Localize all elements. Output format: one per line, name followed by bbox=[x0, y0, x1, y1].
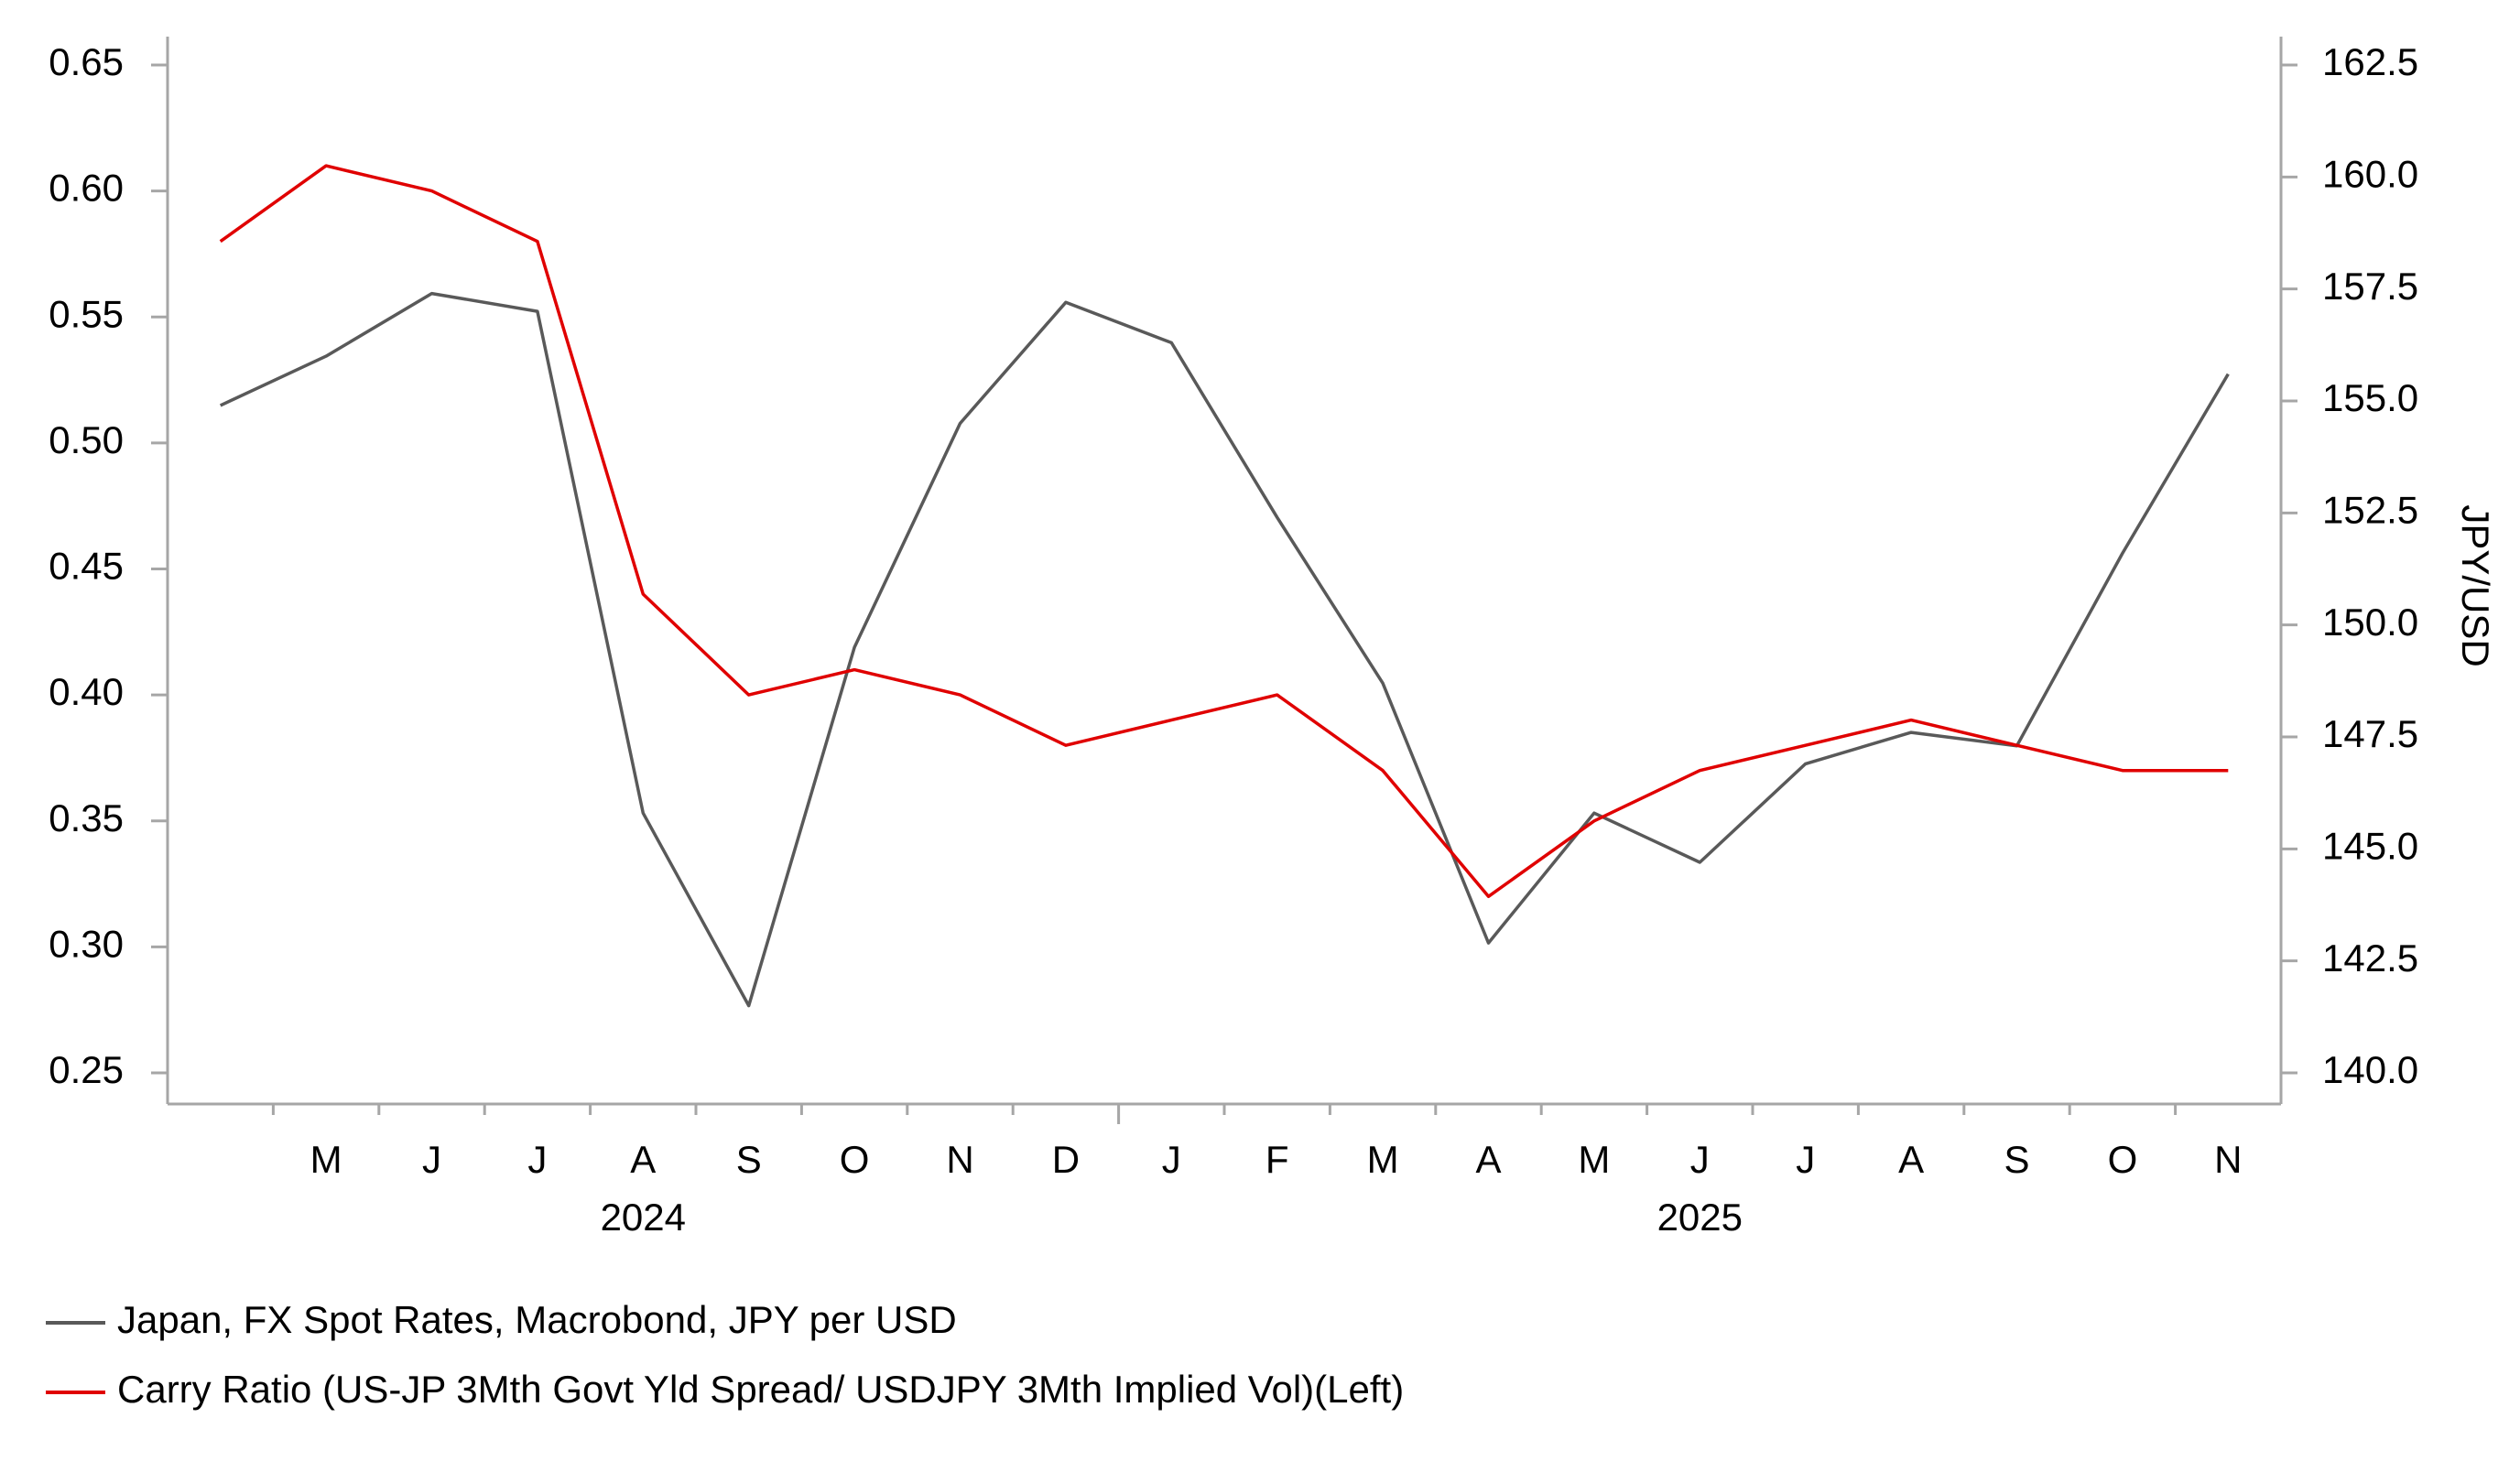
x-tick-label: J bbox=[527, 1138, 547, 1181]
y-tick-label: 0.40 bbox=[49, 670, 124, 713]
x-tick-label: A bbox=[1475, 1138, 1501, 1181]
y2-axis-title: JPY/USD bbox=[2454, 504, 2497, 666]
year-label: 2025 bbox=[1657, 1196, 1743, 1239]
y-tick-label: 0.35 bbox=[49, 796, 124, 839]
y2-tick-label: 145.0 bbox=[2322, 824, 2418, 867]
y2-tick-label: 157.5 bbox=[2322, 265, 2418, 308]
y2-tick-label: 142.5 bbox=[2322, 936, 2418, 980]
y-tick-label: 0.50 bbox=[49, 418, 124, 461]
x-tick-label: A bbox=[1898, 1138, 1924, 1181]
x-tick-label: J bbox=[1162, 1138, 1181, 1181]
y-tick-label: 0.55 bbox=[49, 292, 124, 335]
y2-tick-label: 152.5 bbox=[2322, 488, 2418, 531]
series-line bbox=[219, 164, 2229, 899]
x-tick-label: J bbox=[422, 1138, 441, 1181]
x-tick-label: S bbox=[736, 1138, 762, 1181]
y-tick-label: 0.65 bbox=[49, 40, 124, 83]
y2-tick-label: 155.0 bbox=[2322, 376, 2418, 419]
y-tick-label: 0.60 bbox=[49, 167, 124, 210]
legend-label: Japan, FX Spot Rates, Macrobond, JPY per… bbox=[117, 1298, 957, 1341]
series-line bbox=[219, 291, 2230, 1008]
x-tick-label: J bbox=[1796, 1138, 1815, 1181]
x-tick-label: S bbox=[2004, 1138, 2029, 1181]
x-tick-label: N bbox=[2214, 1138, 2242, 1181]
y2-tick-label: 160.0 bbox=[2322, 152, 2418, 195]
x-tick-label: D bbox=[1052, 1138, 1080, 1181]
x-tick-label: O bbox=[840, 1138, 870, 1181]
year-label: 2024 bbox=[601, 1196, 686, 1239]
y-tick-label: 0.25 bbox=[49, 1048, 124, 1091]
y-tick-label: 0.45 bbox=[49, 545, 124, 588]
legend-label: Carry Ratio (US-JP 3Mth Govt Yld Spread/… bbox=[117, 1368, 1404, 1411]
x-tick-label: O bbox=[2108, 1138, 2138, 1181]
x-tick-label: M bbox=[1578, 1138, 1610, 1181]
y2-tick-label: 162.5 bbox=[2322, 40, 2418, 83]
y2-tick-label: 140.0 bbox=[2322, 1048, 2418, 1091]
y2-tick-label: 150.0 bbox=[2322, 601, 2418, 644]
x-tick-label: A bbox=[630, 1138, 656, 1181]
x-tick-label: M bbox=[310, 1138, 342, 1181]
y-tick-label: 0.30 bbox=[49, 922, 124, 965]
x-tick-label: F bbox=[1265, 1138, 1289, 1181]
y2-tick-label: 147.5 bbox=[2322, 712, 2418, 755]
x-tick-label: N bbox=[946, 1138, 973, 1181]
x-tick-label: J bbox=[1690, 1138, 1710, 1181]
x-tick-label: M bbox=[1367, 1138, 1399, 1181]
